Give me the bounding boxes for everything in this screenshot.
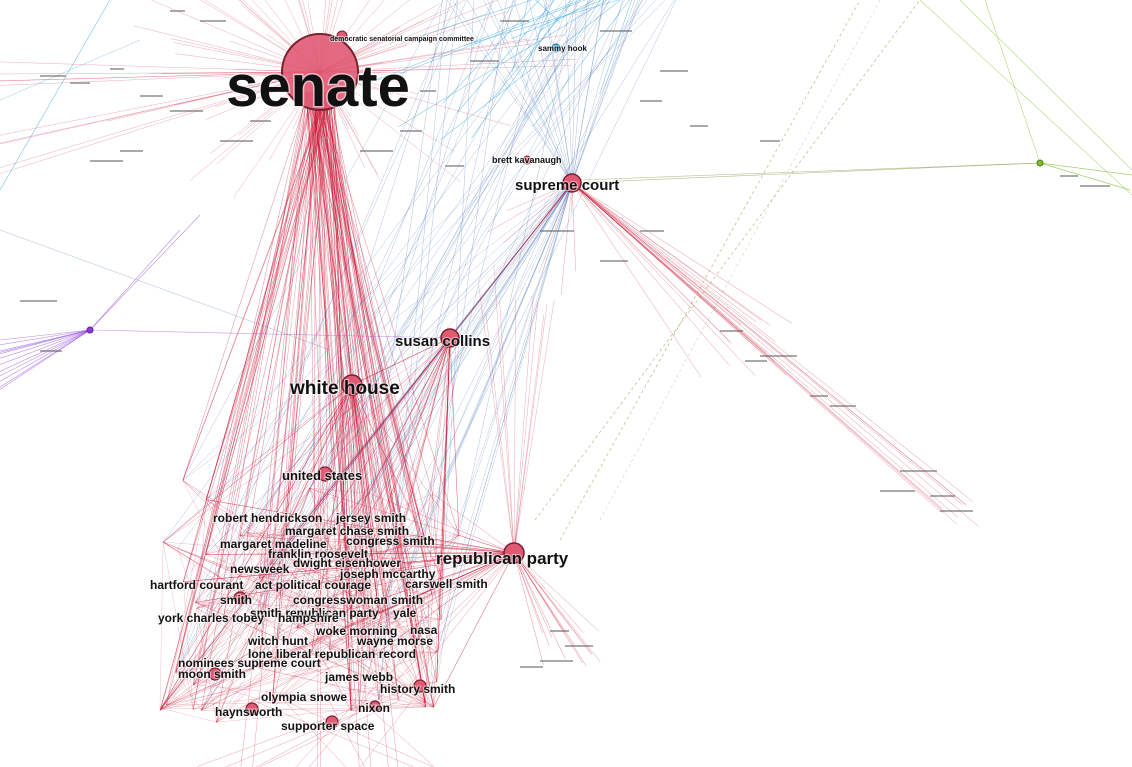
label-margaret-madeline: margaret madeline xyxy=(220,537,327,551)
node-history-smith[interactable] xyxy=(413,679,427,693)
label-nominees-supreme-court: nominees supreme court xyxy=(178,656,321,670)
label-congresswoman-smith: congresswoman smith xyxy=(293,593,423,607)
label-senate: senate xyxy=(226,54,410,119)
label-history-smith: history smith xyxy=(380,682,455,696)
label-supreme-court: supreme court xyxy=(515,177,619,194)
label-york-charles-tobey: york charles tobey xyxy=(158,611,264,625)
label-newsweek: newsweek xyxy=(230,562,290,576)
label-white-house: white house xyxy=(289,378,400,399)
graph-nodes xyxy=(86,30,1044,729)
label-margaret-chase-smith: margaret chase smith xyxy=(285,524,409,538)
label-moon-smith: moon smith xyxy=(178,667,246,681)
label-olympia-snowe: olympia snowe xyxy=(261,690,347,704)
label-nixon: nixon xyxy=(358,701,390,715)
node-moon-smith[interactable] xyxy=(208,667,222,681)
node-brett-kavanaugh[interactable] xyxy=(522,155,532,165)
label-haynsworth: haynsworth xyxy=(215,705,282,719)
node-nixon[interactable] xyxy=(369,700,381,712)
node-white-house[interactable] xyxy=(341,374,363,396)
node-dscc[interactable] xyxy=(336,30,348,42)
label-susan-collins: susan collins xyxy=(395,333,490,350)
label-joseph-mccarthy: joseph mccarthy xyxy=(339,567,436,581)
label-supporter-space: supporter space xyxy=(281,719,375,733)
label-yale: yale xyxy=(393,606,417,620)
node-republican-party[interactable] xyxy=(503,542,525,564)
label-hampshire: hampshire xyxy=(278,611,339,625)
label-republican-party: republican party xyxy=(436,549,569,568)
label-smith-republican-party: smith republican party xyxy=(250,606,379,620)
label-carswell-smith: carswell smith xyxy=(405,577,488,591)
label-dscc: democratic senatorial campaign committee xyxy=(330,36,474,43)
label-sammy-hook: sammy hook xyxy=(538,44,587,53)
label-wayne-morse: wayne morse xyxy=(356,634,433,648)
label-hartford-courant: hartford courant xyxy=(150,578,243,592)
node-green-cluster[interactable] xyxy=(1036,159,1044,167)
node-smith[interactable] xyxy=(233,591,247,605)
label-smith: smith xyxy=(220,593,252,607)
label-act-political-courage: act political courage xyxy=(255,578,371,592)
node-senate[interactable] xyxy=(281,33,359,111)
label-robert-hendrickson: robert hendrickson xyxy=(213,511,322,525)
label-franklin-roosevelt: franklin roosevelt xyxy=(268,547,368,561)
node-sammy-hook[interactable] xyxy=(551,43,561,53)
label-jersey-smith: jersey smith xyxy=(335,511,406,525)
node-haynsworth[interactable] xyxy=(245,702,259,716)
label-united-states: united states xyxy=(282,468,362,483)
node-supporter-space[interactable] xyxy=(325,715,339,729)
minor-node-labels xyxy=(20,10,1110,668)
node-united-states[interactable] xyxy=(317,466,333,482)
label-james-webb: james webb xyxy=(324,670,393,684)
label-dwight-eisenhower: dwight eisenhower xyxy=(293,556,401,570)
label-nasa: nasa xyxy=(410,623,438,637)
label-brett-kavanaugh: brett kavanaugh xyxy=(492,155,562,165)
label-witch-hunt: witch hunt xyxy=(247,634,308,648)
node-labels: senate democratic senatorial campaign co… xyxy=(149,35,620,734)
label-congress-smith: congress smith xyxy=(346,534,435,548)
label-woke-morning: woke morning xyxy=(315,624,397,638)
node-susan-collins[interactable] xyxy=(440,328,460,348)
label-lone-liberal-republican-record: lone liberal republican record xyxy=(248,647,416,661)
node-supreme-court[interactable] xyxy=(562,173,582,193)
node-purple-cluster[interactable] xyxy=(86,326,94,334)
